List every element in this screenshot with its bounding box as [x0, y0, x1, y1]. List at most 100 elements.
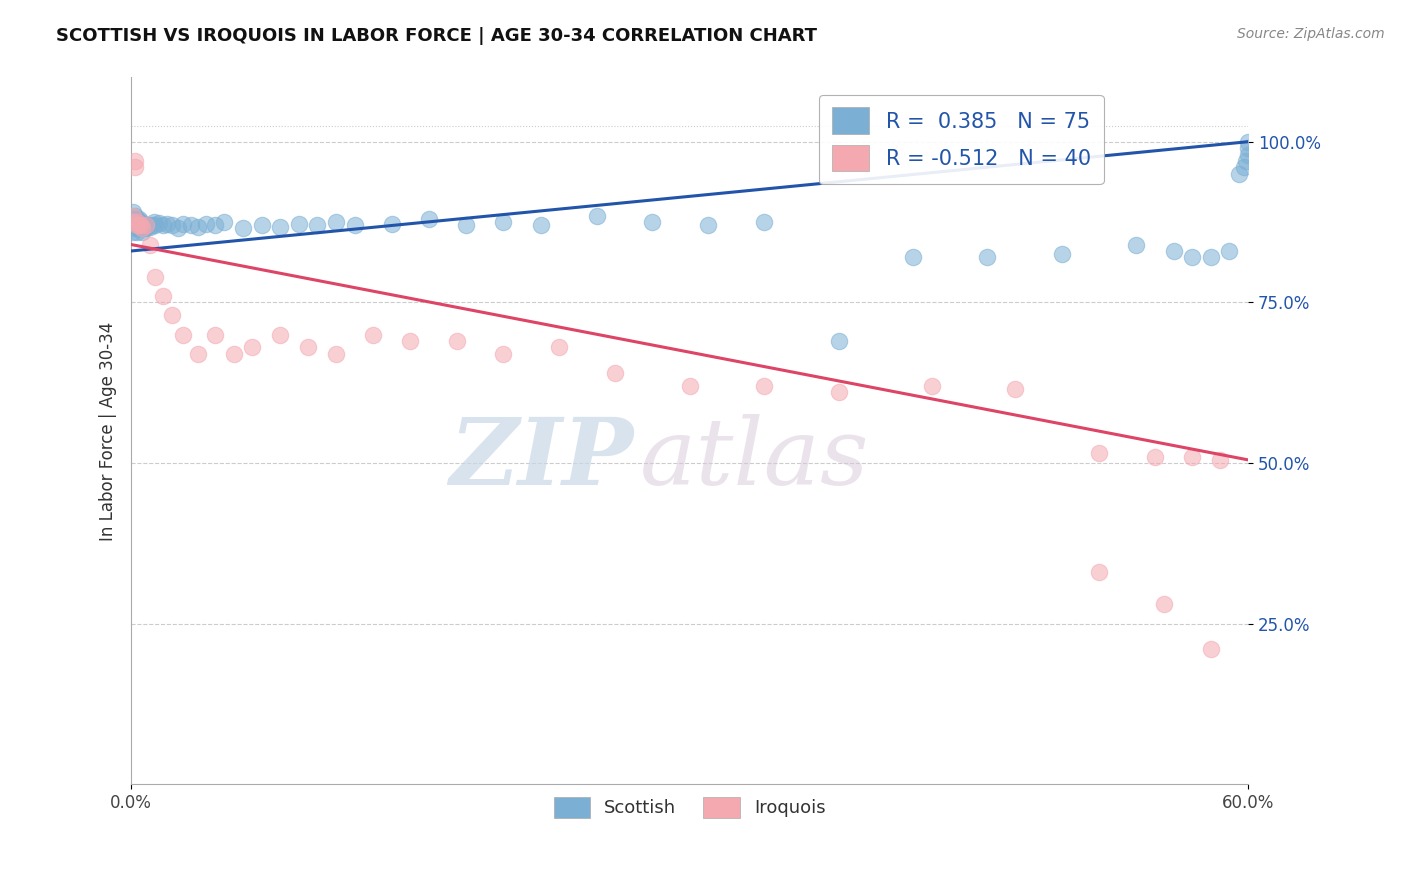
Point — [325, 215, 347, 229]
Point — [697, 219, 720, 233]
Point — [222, 347, 245, 361]
Point — [135, 219, 157, 233]
Point — [128, 211, 150, 226]
Point — [141, 219, 163, 233]
Point — [129, 215, 152, 229]
Point — [160, 308, 183, 322]
Point — [129, 219, 152, 233]
Point — [125, 211, 148, 226]
Point — [492, 347, 515, 361]
Text: atlas: atlas — [640, 414, 869, 504]
Point — [148, 216, 170, 230]
Point — [128, 219, 150, 233]
Point — [139, 237, 162, 252]
Point — [156, 217, 179, 231]
Point — [1234, 153, 1257, 168]
Point — [122, 211, 145, 226]
Point — [1237, 141, 1260, 155]
Point — [172, 217, 194, 231]
Text: ZIP: ZIP — [450, 414, 634, 504]
Point — [418, 211, 440, 226]
Point — [530, 219, 553, 233]
Point — [125, 219, 148, 233]
Point — [152, 219, 174, 233]
Point — [124, 219, 146, 233]
Point — [142, 215, 165, 229]
Point — [641, 215, 664, 229]
Point — [145, 269, 167, 284]
Point — [1143, 450, 1166, 464]
Point — [752, 215, 775, 229]
Point — [325, 347, 347, 361]
Point — [135, 221, 157, 235]
Point — [307, 219, 329, 233]
Point — [1233, 161, 1256, 175]
Point — [446, 334, 468, 348]
Text: Source: ZipAtlas.com: Source: ZipAtlas.com — [1237, 27, 1385, 41]
Point — [124, 211, 146, 226]
Point — [1218, 244, 1240, 258]
Point — [129, 221, 152, 235]
Point — [124, 209, 146, 223]
Point — [125, 221, 148, 235]
Point — [152, 289, 174, 303]
Point — [125, 225, 148, 239]
Point — [160, 219, 183, 233]
Point — [1050, 247, 1073, 261]
Point — [122, 219, 145, 233]
Point — [492, 215, 515, 229]
Point — [128, 215, 150, 229]
Point — [1004, 382, 1026, 396]
Point — [1163, 244, 1185, 258]
Point — [361, 327, 384, 342]
Point — [204, 219, 226, 233]
Point — [122, 215, 145, 229]
Point — [125, 219, 148, 233]
Point — [214, 215, 236, 229]
Point — [1199, 642, 1222, 657]
Point — [124, 221, 146, 235]
Point — [269, 219, 291, 234]
Point — [136, 219, 159, 233]
Point — [1088, 566, 1111, 580]
Point — [548, 340, 571, 354]
Text: SCOTTISH VS IROQUOIS IN LABOR FORCE | AGE 30-34 CORRELATION CHART: SCOTTISH VS IROQUOIS IN LABOR FORCE | AG… — [56, 27, 817, 45]
Point — [128, 221, 150, 235]
Point — [172, 327, 194, 342]
Point — [131, 221, 153, 235]
Point — [134, 221, 156, 235]
Point — [122, 205, 145, 219]
Point — [145, 219, 167, 233]
Point — [297, 340, 319, 354]
Point — [124, 153, 146, 168]
Point — [976, 251, 998, 265]
Point — [1125, 237, 1147, 252]
Point — [240, 340, 263, 354]
Point — [1199, 251, 1222, 265]
Point — [1088, 446, 1111, 460]
Point — [1237, 147, 1260, 161]
Point — [585, 209, 607, 223]
Point — [128, 219, 150, 233]
Point — [131, 225, 153, 239]
Point — [399, 334, 422, 348]
Point — [921, 379, 943, 393]
Point — [1209, 453, 1232, 467]
Point — [381, 217, 404, 231]
Point — [827, 385, 849, 400]
Point — [135, 219, 157, 233]
Point — [269, 327, 291, 342]
Point — [131, 219, 153, 233]
Point — [678, 379, 700, 393]
Y-axis label: In Labor Force | Age 30-34: In Labor Force | Age 30-34 — [100, 321, 117, 541]
Point — [166, 221, 188, 235]
Point — [901, 251, 924, 265]
Point — [180, 219, 202, 233]
Point — [139, 219, 162, 234]
Legend: Scottish, Iroquois: Scottish, Iroquois — [547, 789, 832, 825]
Point — [122, 215, 145, 229]
Point — [1153, 598, 1175, 612]
Point — [1237, 135, 1260, 149]
Point — [343, 219, 366, 233]
Point — [122, 225, 145, 239]
